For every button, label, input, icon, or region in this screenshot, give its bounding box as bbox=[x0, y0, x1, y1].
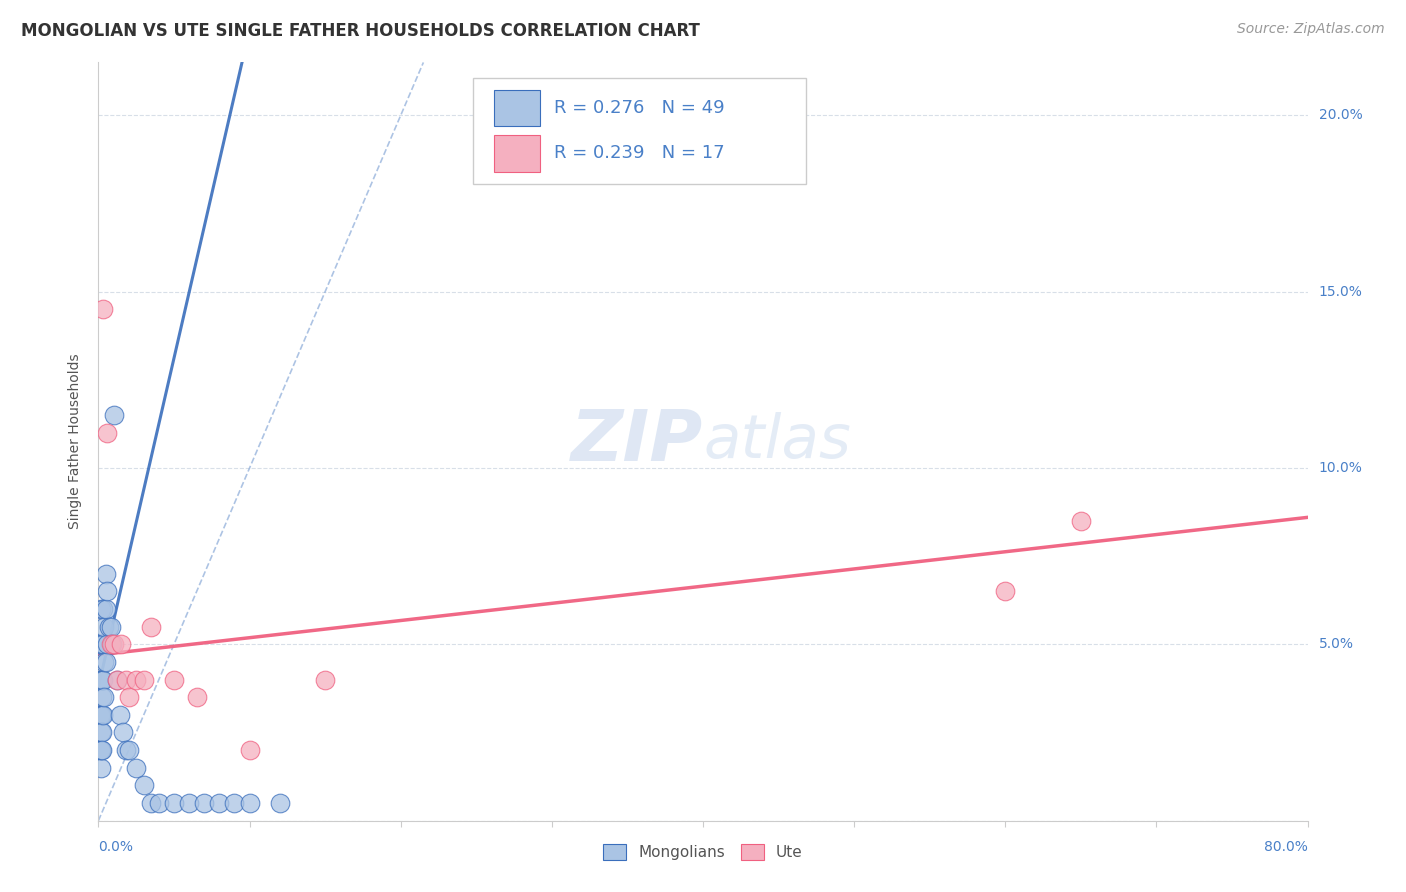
Point bbox=[91, 602, 114, 616]
Point bbox=[94, 566, 117, 581]
Point bbox=[163, 796, 186, 810]
Point bbox=[93, 620, 115, 634]
Point bbox=[110, 637, 132, 651]
Point bbox=[91, 743, 114, 757]
Text: 20.0%: 20.0% bbox=[1319, 108, 1362, 122]
Point bbox=[93, 690, 115, 705]
Point bbox=[93, 655, 115, 669]
Point bbox=[314, 673, 336, 687]
Point bbox=[105, 673, 128, 687]
Bar bbox=[494, 136, 540, 171]
Point bbox=[90, 637, 112, 651]
Text: 15.0%: 15.0% bbox=[1319, 285, 1362, 299]
Text: ZIP: ZIP bbox=[571, 407, 703, 476]
Text: R = 0.239   N = 17: R = 0.239 N = 17 bbox=[554, 145, 725, 162]
Point bbox=[89, 637, 111, 651]
Point bbox=[90, 707, 112, 722]
Point bbox=[132, 778, 155, 792]
Point bbox=[114, 673, 136, 687]
Point bbox=[96, 584, 118, 599]
Point bbox=[90, 707, 112, 722]
Point bbox=[100, 637, 122, 651]
Point bbox=[96, 425, 118, 440]
Point bbox=[103, 637, 125, 651]
Point bbox=[94, 602, 117, 616]
Point bbox=[89, 743, 111, 757]
Point bbox=[89, 707, 111, 722]
Point bbox=[90, 673, 112, 687]
Point bbox=[132, 673, 155, 687]
Point bbox=[90, 725, 112, 739]
Point bbox=[111, 725, 134, 739]
Text: MONGOLIAN VS UTE SINGLE FATHER HOUSEHOLDS CORRELATION CHART: MONGOLIAN VS UTE SINGLE FATHER HOUSEHOLD… bbox=[21, 22, 700, 40]
Point bbox=[239, 796, 262, 810]
Text: atlas: atlas bbox=[703, 412, 851, 471]
Bar bbox=[494, 90, 540, 126]
Point bbox=[98, 620, 121, 634]
Point bbox=[118, 690, 141, 705]
Point bbox=[186, 690, 208, 705]
Text: 0.0%: 0.0% bbox=[98, 840, 134, 855]
Point bbox=[105, 673, 128, 687]
Text: 5.0%: 5.0% bbox=[1319, 637, 1354, 651]
Point bbox=[91, 637, 114, 651]
Point bbox=[90, 673, 112, 687]
Point bbox=[125, 761, 148, 775]
Point bbox=[994, 584, 1017, 599]
Point bbox=[208, 796, 231, 810]
Point bbox=[269, 796, 291, 810]
Point bbox=[90, 743, 112, 757]
Point bbox=[125, 673, 148, 687]
Point bbox=[179, 796, 201, 810]
Point bbox=[90, 602, 112, 616]
Point bbox=[193, 796, 215, 810]
Point bbox=[90, 761, 112, 775]
Point bbox=[89, 673, 111, 687]
Text: 10.0%: 10.0% bbox=[1319, 461, 1362, 475]
Text: R = 0.276   N = 49: R = 0.276 N = 49 bbox=[554, 99, 725, 117]
Point bbox=[141, 796, 163, 810]
Point bbox=[90, 743, 112, 757]
Point bbox=[91, 725, 114, 739]
Point bbox=[224, 796, 246, 810]
Point bbox=[141, 620, 163, 634]
Point bbox=[91, 707, 114, 722]
Point bbox=[1070, 514, 1092, 528]
Point bbox=[163, 673, 186, 687]
Text: Source: ZipAtlas.com: Source: ZipAtlas.com bbox=[1237, 22, 1385, 37]
Point bbox=[94, 655, 117, 669]
Point bbox=[91, 690, 114, 705]
Point bbox=[114, 743, 136, 757]
Point bbox=[91, 302, 114, 317]
Point bbox=[101, 637, 124, 651]
Legend: Mongolians, Ute: Mongolians, Ute bbox=[598, 838, 808, 866]
FancyBboxPatch shape bbox=[474, 78, 806, 184]
Point bbox=[96, 637, 118, 651]
Point bbox=[148, 796, 170, 810]
Text: 80.0%: 80.0% bbox=[1264, 840, 1308, 855]
Point bbox=[103, 408, 125, 422]
Point bbox=[108, 707, 131, 722]
Point bbox=[118, 743, 141, 757]
Point bbox=[239, 743, 262, 757]
Point bbox=[100, 620, 122, 634]
Y-axis label: Single Father Households: Single Father Households bbox=[69, 354, 83, 529]
Point bbox=[91, 673, 114, 687]
